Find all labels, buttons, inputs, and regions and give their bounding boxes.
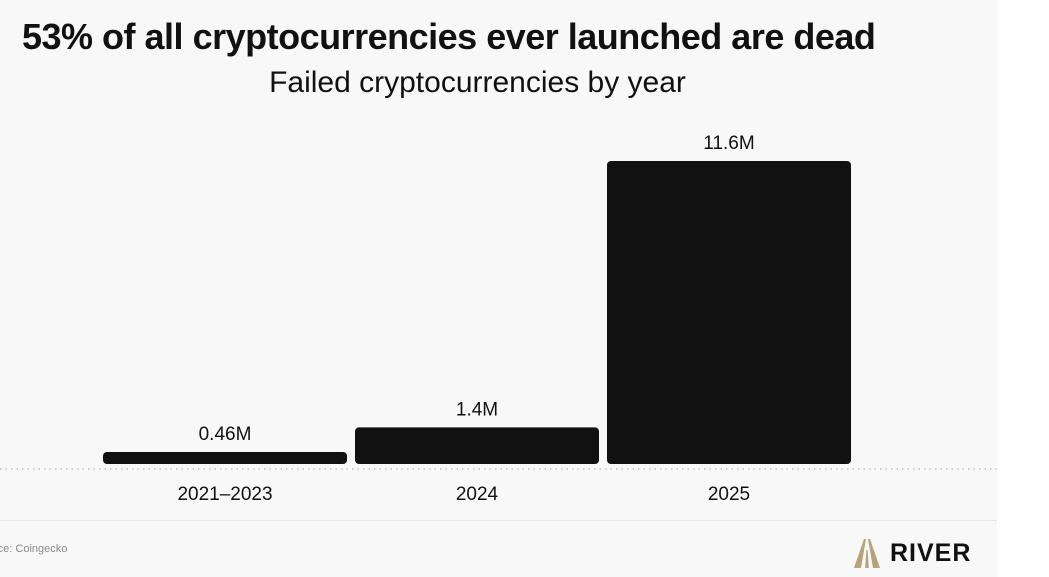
bar-chart-plot: 0.46M 2021–2023 1.4M 2024 11.6M 2025 [0,133,997,505]
bar-1 [103,451,347,464]
data-label-1: 0.46M [199,424,252,445]
chart-title: 53% of all cryptocurrencies ever launche… [22,16,876,57]
x-tick-label-2: 2024 [456,484,499,505]
source-note: rce: Coingecko [0,543,68,555]
bars-layer: 0.46M 2021–2023 1.4M 2024 11.6M 2025 [103,133,851,505]
bar-3 [607,161,851,464]
data-label-2: 1.4M [456,399,498,420]
footer-divider [0,520,997,521]
brand-name: RIVER [890,538,972,567]
bar-2 [355,427,599,464]
chart-subtitle: Failed cryptocurrencies by year [269,66,686,99]
river-road-logo-icon [854,539,880,568]
brand-mark: RIVER [850,535,971,571]
data-label-3: 11.6M [703,133,754,154]
x-tick-label-1: 2021–2023 [177,484,272,505]
x-tick-label-3: 2025 [708,484,750,505]
